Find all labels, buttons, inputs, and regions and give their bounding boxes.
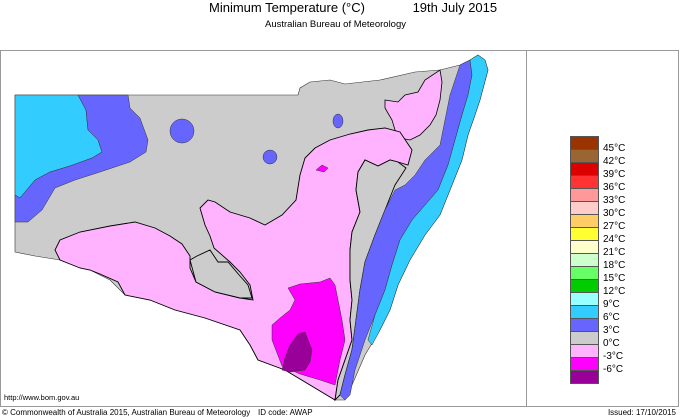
legend-label: 24°C (603, 234, 626, 245)
legend-label: 30°C (603, 208, 626, 219)
legend-swatch (570, 318, 599, 331)
legend-swatch (570, 175, 599, 188)
legend-label: 27°C (603, 221, 626, 232)
region-minus3c-small (315, 164, 329, 173)
legend-label: 39°C (603, 169, 626, 180)
legend-divider (526, 50, 527, 407)
source-url[interactable]: http://www.bom.gov.au (4, 393, 80, 402)
title-text: Minimum Temperature (°C) (209, 0, 365, 15)
region-minus6c (281, 331, 313, 373)
legend-swatch (570, 357, 599, 370)
legend-label: 36°C (603, 182, 626, 193)
legend-swatch (570, 227, 599, 240)
legend-swatch (570, 136, 599, 149)
id-code: ID code: AWAP (258, 408, 313, 417)
legend-swatch (570, 292, 599, 305)
legend-label: 6°C (603, 312, 620, 323)
region-0c-northeast (384, 69, 443, 141)
legend-swatch (570, 240, 599, 253)
legend-swatch (570, 266, 599, 279)
legend-label: 18°C (603, 260, 626, 271)
legend-swatch (570, 162, 599, 175)
chart-subtitle: Australian Bureau of Meteorology (265, 19, 406, 30)
legend-swatch (570, 370, 599, 384)
legend-label: 33°C (603, 195, 626, 206)
region-6c-blob (332, 113, 344, 129)
region-6c-blob (262, 149, 278, 165)
legend-label: 0°C (603, 338, 620, 349)
region-6c-blob (169, 118, 195, 144)
legend-swatch (570, 331, 599, 344)
legend-label: 15°C (603, 273, 626, 284)
legend-swatch (570, 344, 599, 357)
color-legend: 45°C 42°C 39°C 36°C 33°C 30°C 27°C 24°C … (570, 136, 625, 384)
legend-label: -6°C (603, 364, 624, 375)
legend-swatch (570, 253, 599, 266)
legend-swatch (570, 201, 599, 214)
legend-swatch (570, 305, 599, 318)
title-date: 19th July 2015 (412, 0, 498, 15)
region-3c-inland (189, 249, 253, 299)
legend-label: 21°C (603, 247, 626, 258)
legend-label: -3°C (603, 351, 624, 362)
legend-label: 45°C (603, 143, 626, 154)
region-6c-west (14, 94, 149, 223)
legend-swatch (570, 149, 599, 162)
legend-swatch (570, 214, 599, 227)
temperature-map (14, 54, 489, 402)
legend-swatch (570, 279, 599, 292)
legend-label: 42°C (603, 156, 626, 167)
legend-label: 12°C (603, 286, 626, 297)
region-9c-east (367, 54, 489, 346)
copyright-text: © Commonwealth of Australia 2015, Austra… (2, 408, 251, 417)
issued-date: Issued: 17/10/2015 (607, 408, 676, 417)
legend-swatch (570, 188, 599, 201)
legend-label: 9°C (603, 299, 620, 310)
map-frame (0, 50, 679, 407)
chart-title: Minimum Temperature (°C) 19th July 2015 (209, 0, 497, 15)
legend-label: 3°C (603, 325, 620, 336)
